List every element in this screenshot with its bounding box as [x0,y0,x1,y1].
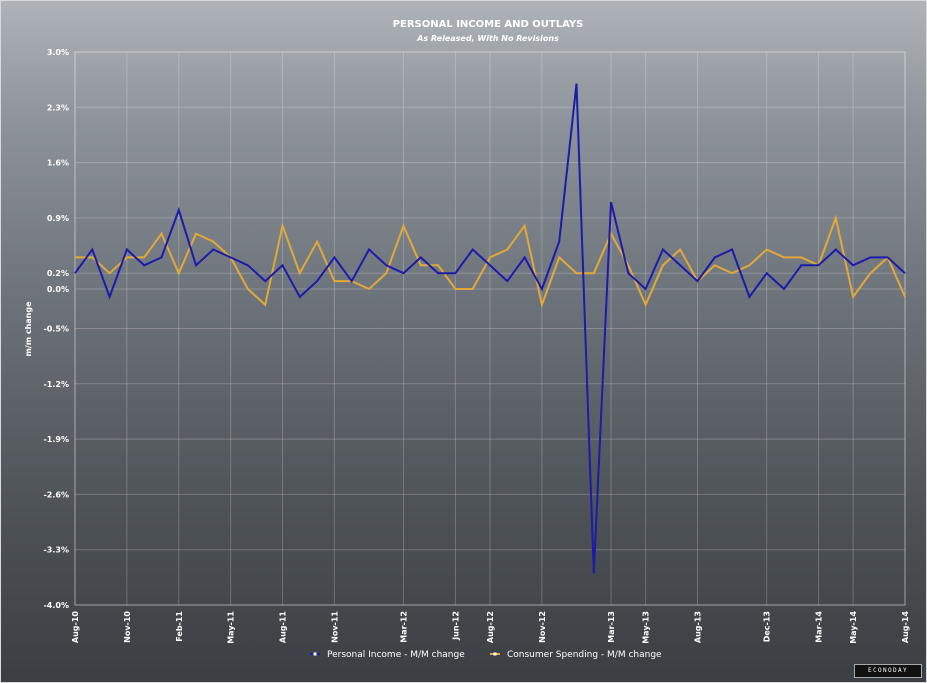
y-tick-label: 0.9% [47,214,69,223]
brand-logo: ECONODAY [854,664,922,678]
x-tick-label: Aug-12 [486,611,495,643]
y-tick-label: -0.5% [43,325,69,334]
x-tick-label: Nov-10 [123,611,132,643]
axis-layer: 3.0% 2.3% 1.6% 0.9% 0.2% 0.0% -0.5% -1.2% -1.9% -… [43,48,910,644]
x-tick-label: May-11 [227,611,236,644]
x-tick-label: Dec-13 [763,611,772,642]
x-tick-label: Mar-12 [400,611,409,643]
legend-swatch-marker [493,652,497,656]
x-tick-label: Nov-11 [330,611,339,643]
x-tick-label: May-14 [849,611,858,644]
y-tick-label: 0.2% [47,269,69,278]
series-line [75,214,906,309]
grid-layer [74,51,906,606]
x-tick-label: Jun-12 [451,611,460,641]
legend-label: Personal Income - M/M change [327,650,465,660]
x-tick-label: Aug-14 [901,611,910,644]
chart-subtitle: As Released, With No Revisions [416,34,559,43]
y-tick-label: 3.0% [47,48,69,57]
y-axis-label: m/m change [24,301,33,357]
x-tick-label: Aug-13 [694,611,703,643]
x-tick-label: Mar-13 [607,611,616,643]
legend-label: Consumer Spending - M/M change [507,650,662,660]
plot-border [74,51,906,606]
x-tick-label: Feb-11 [175,611,184,642]
series-layer [74,83,906,574]
y-tick-label: -1.2% [43,380,69,389]
x-tick-label: Aug-11 [279,611,288,644]
series-line [74,83,906,574]
y-tick-label: -2.6% [43,490,69,499]
y-tick-label: 1.6% [47,159,69,168]
y-tick-label: -1.9% [43,435,69,444]
legend-swatch-marker [313,652,317,656]
chart-legend: Personal Income - M/M change Consumer Spe… [310,650,662,660]
x-tick-label: Nov-12 [538,611,547,643]
y-tick-label: -3.3% [43,546,69,555]
y-tick-label: 2.3% [47,103,69,112]
y-tick-label: -4.0% [43,601,69,610]
x-tick-label: May-13 [642,611,651,644]
x-tick-label: Mar-14 [815,611,824,643]
x-tick-label: Aug-10 [71,611,80,644]
chart-title: PERSONAL INCOME AND OUTLAYS [393,19,584,30]
y-tick-label: 0.0% [47,285,69,294]
